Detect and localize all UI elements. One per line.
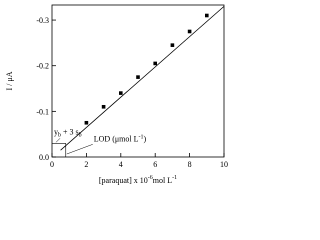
x-label-sup: -1 (172, 175, 177, 181)
x-tick-label: 8 (188, 160, 192, 169)
x-tick-label: 4 (119, 160, 123, 169)
annotation-sub: b (79, 132, 82, 138)
point (84, 120, 89, 125)
annotation-sup: -1 (138, 134, 143, 140)
y-tick-label: -0.3 (36, 16, 49, 25)
y-axis-label: I / μA (5, 71, 14, 90)
point (136, 75, 140, 79)
annotation-part: ) (143, 134, 146, 143)
plot-frame (51, 4, 225, 158)
x-tick-label: 0 (50, 160, 54, 169)
y-tick-label: -0.2 (36, 62, 49, 71)
fit-line (60, 6, 225, 151)
annotation-arrow (55, 138, 61, 143)
x-tick-label: 10 (220, 160, 228, 169)
point (187, 29, 192, 34)
point (101, 104, 106, 109)
annotation-sub: b (58, 132, 61, 138)
annotation: yb + 3 sb (54, 127, 82, 138)
annotation-part: LOD (μmol L (94, 134, 139, 143)
x-label-sup: -6 (148, 175, 153, 181)
annotation: LOD (μmol L-1) (94, 134, 147, 143)
annotation-part: + 3 s (61, 127, 79, 136)
point (170, 43, 175, 47)
x-tick-label: 6 (153, 160, 157, 169)
annotation-arrow (66, 144, 93, 155)
y-tick-label: -0.1 (36, 107, 49, 116)
x-axis-label: [paraquat] x 10-6mol L-1 (99, 175, 177, 185)
annotation-part: y (54, 127, 58, 136)
point (205, 13, 209, 18)
x-tick-label: 2 (84, 160, 88, 169)
point (153, 61, 157, 66)
y-tick-label: 0.0 (39, 153, 49, 162)
x-label-part: [paraquat] x 10 (99, 176, 148, 185)
x-label-part: mol L (153, 176, 172, 185)
point (119, 91, 123, 95)
